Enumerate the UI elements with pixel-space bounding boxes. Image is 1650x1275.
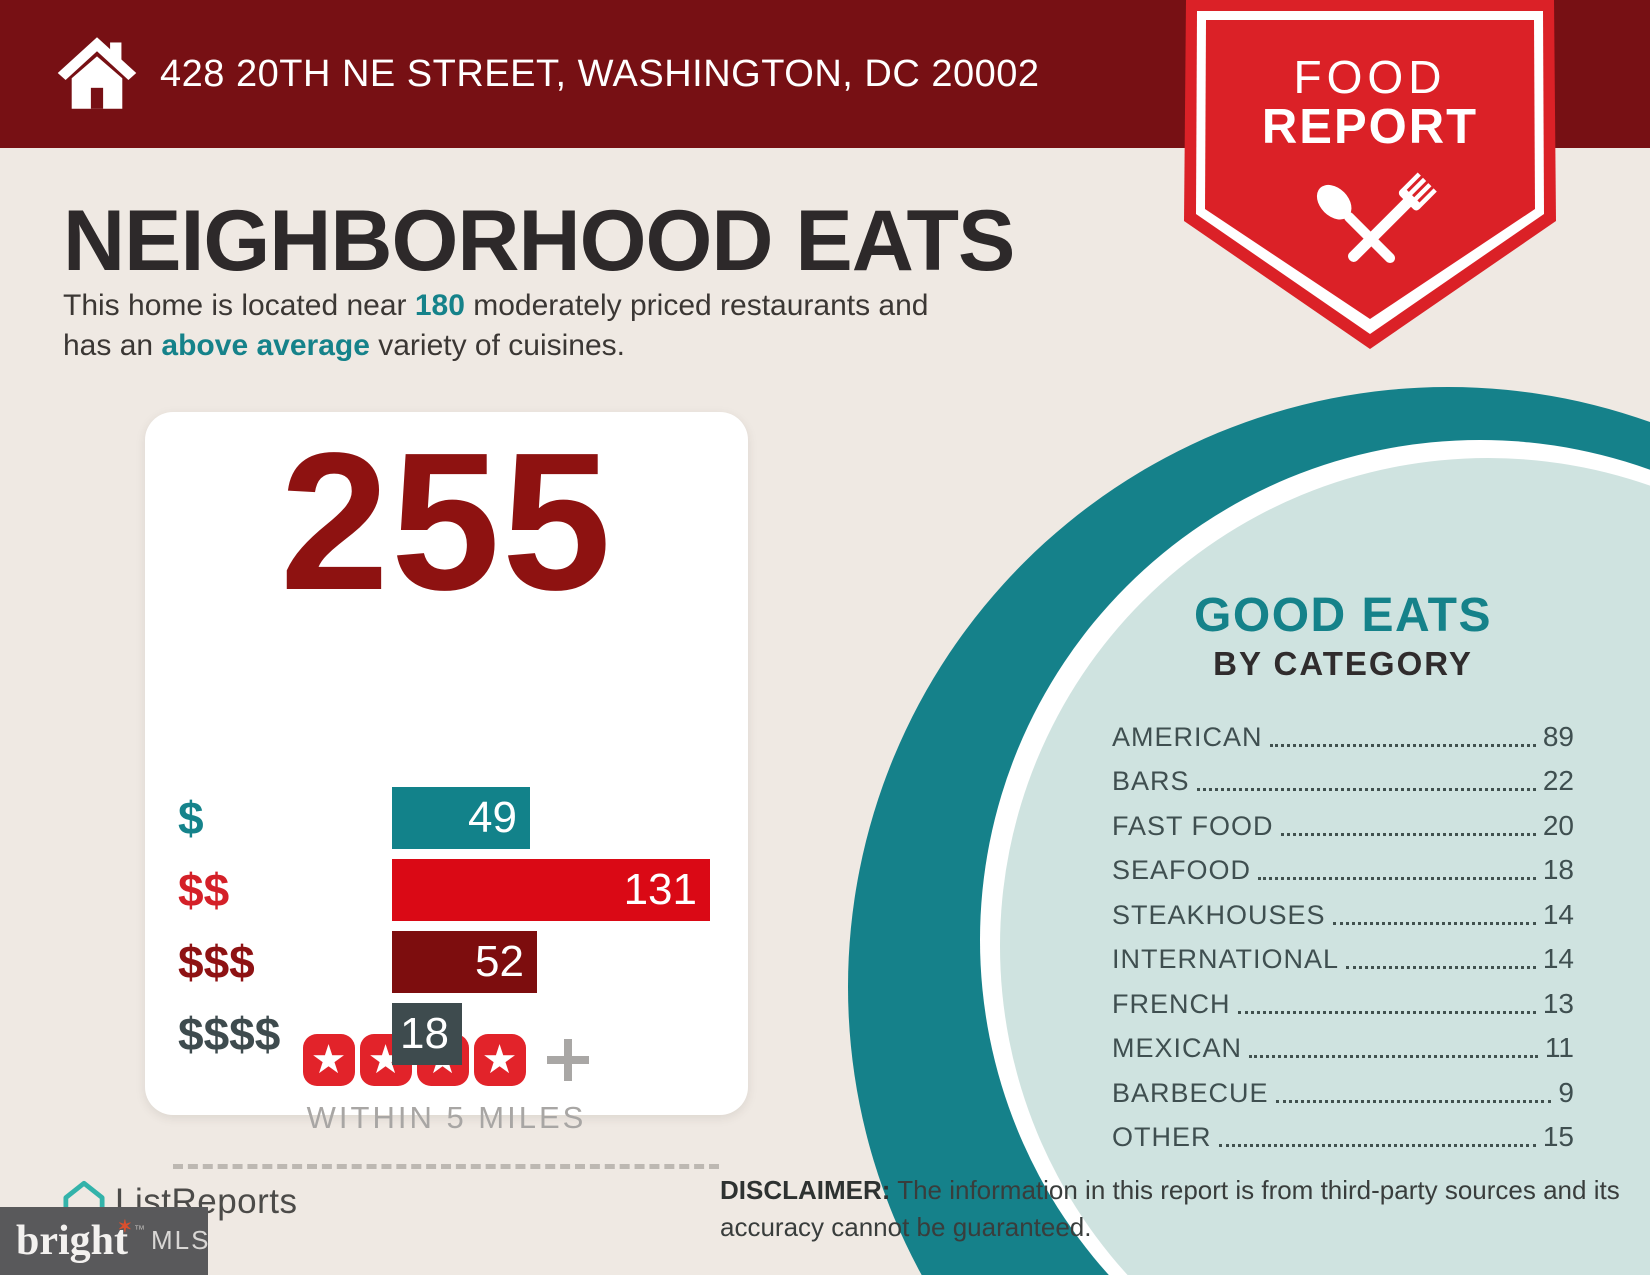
home-icon: [56, 30, 138, 121]
price-tier-label: $$$$: [178, 1008, 281, 1060]
star-icon: ★: [473, 1034, 526, 1086]
category-label: OTHER: [1112, 1122, 1212, 1152]
bright-mls-logo: bright ✶ ™ MLS: [0, 1207, 208, 1275]
disclaimer-line2: accuracy cannot be guaranteed.: [720, 1212, 1092, 1242]
category-count: 20: [1542, 809, 1574, 841]
disclaimer-line1: DISCLAIMER: The information in this repo…: [720, 1175, 1620, 1205]
category-row: AMERICAN 89: [1112, 712, 1574, 757]
category-label: SEAFOOD: [1112, 855, 1252, 885]
bright-star-icon: ✶: [117, 1217, 133, 1236]
intro-text: This home is located near 180 moderately…: [63, 286, 929, 366]
category-row: STEAKHOUSES 14: [1112, 890, 1574, 935]
category-label: STEAKHOUSES: [1112, 899, 1326, 930]
category-count: 89: [1542, 720, 1574, 752]
star-icon: ★: [302, 1034, 355, 1086]
good-eats-title: GOOD EATS: [1194, 589, 1492, 642]
bar-row: $49: [145, 787, 748, 849]
bright-wordmark: bright ✶: [16, 1217, 133, 1264]
property-address: 428 20TH NE STREET, WASHINGTON, DC 20002: [160, 53, 1040, 95]
variety-highlight: above average: [161, 329, 370, 362]
food-report-ribbon: FOOD REPORT: [1184, 0, 1556, 355]
bar-value: 131: [623, 865, 697, 914]
price-tier-label: $: [178, 792, 204, 844]
good-eats-subtitle: BY CATEGORY: [1213, 645, 1473, 682]
price-tier-label: $$$: [178, 936, 255, 988]
dashed-divider: [173, 1164, 719, 1169]
trademark-symbol: ™: [134, 1224, 146, 1236]
dotted-leader: [1237, 1010, 1536, 1014]
dotted-leader: [1218, 1144, 1536, 1147]
dotted-leader: [1196, 788, 1536, 791]
mls-wordmark: MLS: [151, 1224, 211, 1255]
category-row: FRENCH 13: [1112, 979, 1574, 1024]
category-count: 9: [1558, 1076, 1574, 1108]
restaurant-summary-card: 255 ★★★★ WITHIN 5 MILES $49$$131$$$52$$$…: [145, 412, 748, 1169]
dotted-leader: [1269, 743, 1536, 747]
bar-row: $$$ 52: [145, 931, 748, 993]
total-restaurants: 255: [279, 412, 614, 631]
price-tier-label: $$: [178, 864, 230, 916]
bar-row: $$$$ 18: [145, 1003, 748, 1065]
category-label: BARBECUE: [1112, 1077, 1269, 1108]
bar: 49: [392, 787, 530, 849]
bar: 18: [392, 1003, 462, 1065]
category-count: 18: [1542, 854, 1574, 885]
utensils-icon: [1316, 172, 1437, 264]
intro-line1: This home is located near 180 moderately…: [63, 289, 929, 322]
good-eats-panel: GOOD EATS BY CATEGORY AMERICAN 89 BARS 22 FA…: [1112, 592, 1574, 1157]
dotted-leader: [1346, 966, 1536, 969]
category-row: FAST FOOD 20: [1112, 801, 1574, 846]
bar-value: 18: [400, 1009, 449, 1058]
category-list: AMERICAN 89 BARS 22 FAST FOOD 20 SEAFOOD 18 STEA…: [1112, 712, 1574, 1157]
bar: 52: [392, 931, 537, 993]
category-count: 14: [1542, 943, 1574, 974]
category-count: 13: [1542, 987, 1574, 1019]
ribbon-line1: FOOD: [1294, 51, 1447, 103]
ribbon-line2: REPORT: [1262, 100, 1478, 154]
dotted-leader: [1275, 1099, 1552, 1103]
category-count: 22: [1542, 765, 1574, 796]
category-row: OTHER 15: [1112, 1113, 1574, 1158]
bar-value: 52: [475, 937, 524, 986]
category-row: BARBECUE 9: [1112, 1068, 1574, 1113]
category-row: SEAFOOD 18: [1112, 846, 1574, 891]
category-row: BARS 22: [1112, 757, 1574, 802]
dotted-leader: [1258, 877, 1536, 880]
category-label: BARS: [1112, 766, 1190, 796]
category-row: MEXICAN 11: [1112, 1024, 1574, 1069]
category-label: FRENCH: [1112, 988, 1231, 1019]
category-count: 11: [1544, 1032, 1574, 1063]
page-title: NEIGHBORHOOD EATS: [63, 193, 1015, 289]
radius-caption: WITHIN 5 MILES: [306, 1100, 587, 1135]
bar-row: $$ 131: [145, 859, 748, 921]
intro-line2: has an above average variety of cuisines…: [63, 329, 625, 362]
restaurant-count: 180: [414, 289, 465, 322]
plus-icon: [545, 1037, 591, 1083]
category-count: 15: [1542, 1121, 1574, 1152]
category-label: MEXICAN: [1112, 1033, 1243, 1063]
category-count: 14: [1542, 898, 1574, 930]
dotted-leader: [1280, 832, 1536, 836]
bar: 131: [392, 859, 710, 921]
dotted-leader: [1332, 921, 1536, 925]
category-row: INTERNATIONAL 14: [1112, 935, 1574, 980]
disclaimer: DISCLAIMER: The information in this repo…: [720, 1172, 1620, 1246]
category-label: FAST FOOD: [1112, 810, 1274, 841]
category-label: INTERNATIONAL: [1112, 944, 1340, 974]
dotted-leader: [1249, 1055, 1538, 1058]
bar-value: 49: [468, 793, 517, 842]
category-label: AMERICAN: [1112, 721, 1263, 752]
